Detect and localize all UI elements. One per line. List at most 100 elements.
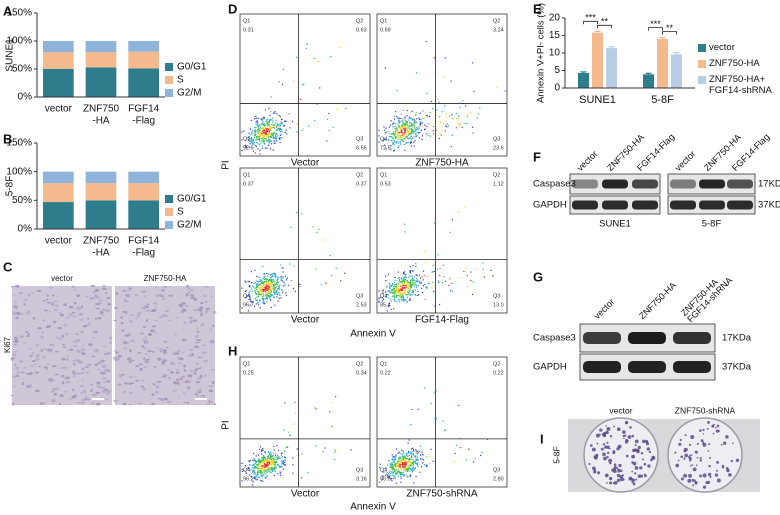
error-bar bbox=[646, 73, 652, 74]
cell-texture bbox=[46, 294, 49, 297]
event-dot bbox=[417, 295, 418, 296]
cell-texture bbox=[190, 294, 194, 296]
event-dot bbox=[458, 405, 459, 406]
event-dot bbox=[392, 454, 393, 455]
cell-texture bbox=[182, 302, 186, 304]
event-dot bbox=[466, 123, 467, 124]
event-dot bbox=[273, 289, 274, 290]
colony bbox=[708, 443, 710, 445]
quadrant-name: Q4 bbox=[243, 136, 250, 142]
cell-texture bbox=[147, 350, 151, 352]
event-dot bbox=[389, 287, 390, 288]
event-dot bbox=[272, 117, 273, 118]
cell-texture bbox=[197, 377, 202, 379]
cell-texture bbox=[138, 403, 143, 405]
cell-texture bbox=[200, 366, 203, 368]
scale-bar bbox=[92, 398, 104, 400]
event-dot bbox=[386, 286, 387, 287]
cell-texture bbox=[155, 286, 157, 288]
colony bbox=[626, 455, 629, 458]
event-dot bbox=[391, 471, 392, 472]
event-dot bbox=[396, 127, 397, 128]
event-dot bbox=[415, 129, 416, 130]
cell-texture bbox=[140, 333, 144, 334]
event-dot bbox=[410, 117, 411, 118]
event-dot bbox=[279, 295, 280, 296]
event-dot bbox=[388, 473, 389, 474]
event-dot bbox=[416, 275, 417, 276]
cell-texture bbox=[211, 340, 214, 343]
event-dot bbox=[400, 132, 401, 133]
cell-texture bbox=[211, 369, 215, 371]
event-dot bbox=[479, 108, 480, 109]
event-dot bbox=[340, 280, 341, 281]
x-axis-label: Annexin V bbox=[350, 502, 396, 513]
event-dot bbox=[392, 123, 393, 124]
event-dot bbox=[420, 122, 421, 123]
event-dot bbox=[281, 122, 282, 123]
cell-texture bbox=[61, 358, 65, 361]
cell-texture bbox=[190, 296, 195, 298]
event-dot bbox=[241, 463, 242, 464]
event-dot bbox=[280, 475, 281, 476]
cell-texture bbox=[88, 399, 90, 401]
event-dot bbox=[456, 127, 457, 128]
cell-texture bbox=[73, 340, 77, 343]
colony bbox=[711, 425, 714, 428]
event-dot bbox=[271, 119, 272, 120]
event-dot bbox=[277, 124, 278, 125]
event-dot bbox=[464, 123, 465, 124]
legend-swatch bbox=[165, 221, 173, 229]
cell-texture bbox=[74, 302, 77, 304]
event-dot bbox=[385, 291, 386, 292]
event-dot bbox=[395, 277, 396, 278]
cell-texture bbox=[124, 335, 129, 337]
event-dot bbox=[414, 276, 415, 277]
event-dot bbox=[284, 402, 285, 403]
y-tick-label: 0% bbox=[18, 224, 33, 235]
event-dot bbox=[452, 291, 453, 292]
colony bbox=[716, 461, 719, 464]
quadrant-name: Q4 bbox=[243, 467, 250, 473]
event-dot bbox=[268, 455, 269, 456]
cell-texture bbox=[155, 391, 159, 394]
event-dot bbox=[419, 137, 420, 138]
event-dot bbox=[408, 284, 409, 285]
quadrant-value: 6.56 bbox=[356, 145, 367, 151]
colony bbox=[610, 482, 612, 484]
cell-texture bbox=[63, 324, 67, 327]
event-dot bbox=[434, 305, 435, 306]
cell-texture bbox=[13, 351, 18, 352]
event-dot bbox=[405, 285, 406, 286]
event-dot bbox=[262, 120, 263, 121]
cell-texture bbox=[32, 352, 34, 355]
quadrant-value: 0.37 bbox=[243, 181, 254, 187]
event-dot bbox=[259, 284, 260, 285]
colony bbox=[614, 463, 617, 466]
event-dot bbox=[267, 140, 268, 141]
cell-texture bbox=[11, 286, 14, 287]
event-dot bbox=[251, 120, 252, 121]
event-dot bbox=[399, 129, 400, 130]
event-dot bbox=[270, 277, 271, 278]
quadrant-name: Q1 bbox=[380, 361, 387, 367]
event-dot bbox=[439, 138, 440, 139]
event-dot bbox=[277, 288, 278, 289]
blot-band bbox=[572, 201, 598, 210]
event-dot bbox=[300, 99, 301, 100]
cell-texture bbox=[188, 291, 190, 293]
event-dot bbox=[462, 127, 463, 128]
cell-texture bbox=[194, 346, 199, 349]
event-dot bbox=[258, 472, 259, 473]
cell-texture bbox=[195, 342, 200, 344]
event-dot bbox=[394, 459, 395, 460]
event-dot bbox=[264, 130, 265, 131]
cell-texture bbox=[122, 291, 125, 293]
event-dot bbox=[265, 148, 266, 149]
legend-swatch bbox=[165, 89, 173, 97]
event-dot bbox=[277, 473, 278, 474]
event-dot bbox=[404, 468, 405, 469]
cell-texture bbox=[180, 306, 184, 308]
event-dot bbox=[261, 285, 262, 286]
cell-texture bbox=[15, 317, 19, 319]
